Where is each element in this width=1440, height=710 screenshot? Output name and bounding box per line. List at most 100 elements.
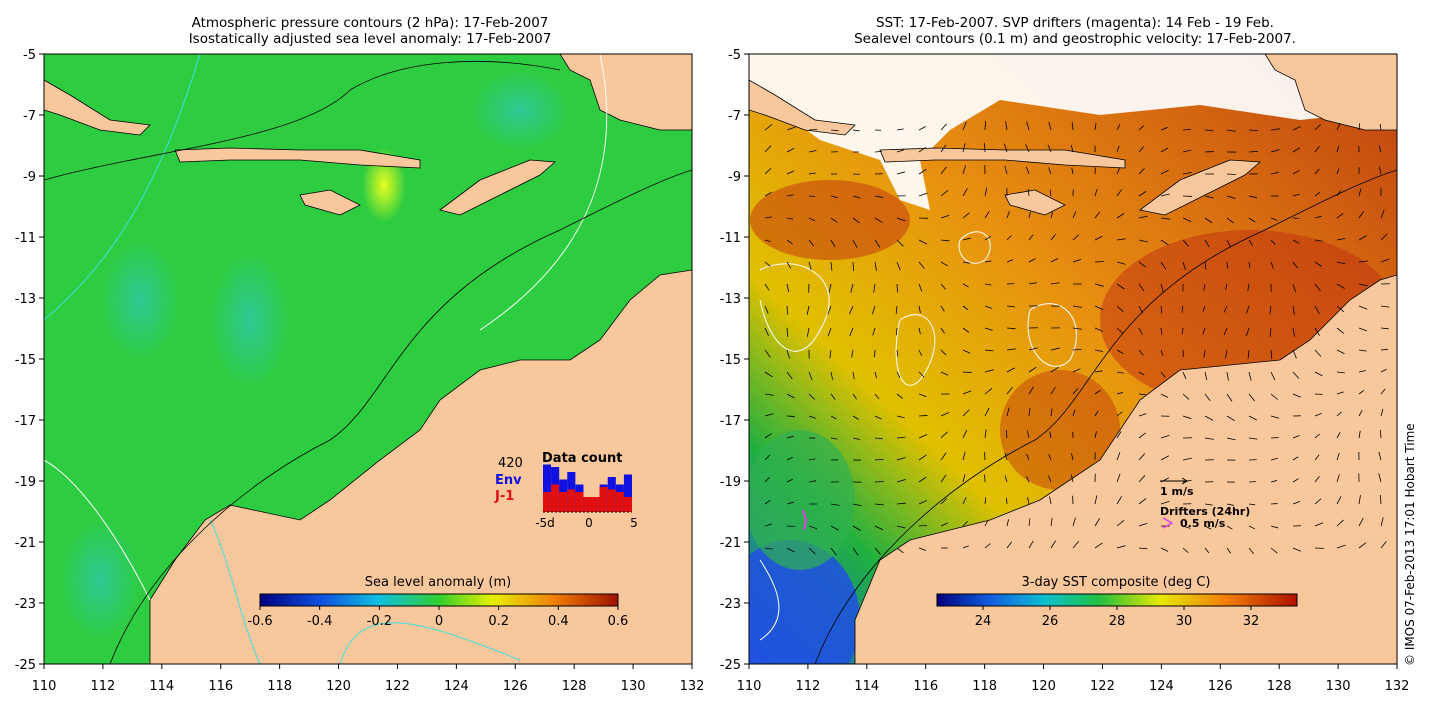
velocity-arrow [830,261,833,271]
velocity-arrow [1225,349,1228,359]
velocity-arrow [896,217,906,222]
velocity-arrow [918,349,923,357]
j1-count-bar [567,489,576,512]
x-tick-label: 116 [208,679,233,694]
velocity-arrow [1006,348,1016,351]
velocity-arrow [1336,305,1345,313]
velocity-arrow [1028,407,1031,417]
velocity-arrow [830,371,834,380]
velocity-arrow [873,283,876,293]
velocity-arrow [1028,211,1031,219]
velocity-arrow [1380,327,1389,330]
sla-colorbar: Sea level anomaly (m) -0.6 -0.4 -0.2 0 0.2 0.… [247,575,628,629]
drifter-scale-arrow [1162,517,1174,529]
velocity-arrows [764,121,1390,556]
velocity-arrow [983,143,986,153]
velocity-arrow [1314,327,1320,336]
colorbar-tick-label: 26 [1042,614,1059,629]
velocity-arrow [918,169,927,175]
velocity-arrow [984,121,986,131]
velocity-arrow [1049,431,1052,439]
velocity-arrow [1094,389,1101,395]
velocity-arrow [1094,261,1104,263]
x-tick-label: 120 [326,679,351,694]
j1-count-bar [543,492,552,512]
velocity-arrow [940,411,950,417]
velocity-arrow [896,261,901,271]
velocity-arrow [764,547,773,550]
velocity-arrow [1223,305,1228,313]
drifters-label: Drifters (24hr) [1160,505,1250,518]
velocity-arrow [1138,475,1146,483]
velocity-arrow [1314,192,1321,197]
velocity-arrow [1182,217,1192,222]
velocity-arrow [764,477,770,483]
velocity-arrow [1116,371,1124,374]
velocity-arrow [1027,430,1030,439]
velocity-arrow [808,371,813,380]
velocity-arrow [940,239,950,242]
velocity-arrow [1050,386,1056,395]
velocity-arrow [1138,522,1148,527]
velocity-arrow [918,393,927,398]
velocity-arrow [1138,305,1143,314]
j1-count-bar [575,492,584,512]
velocity-arrow [918,454,927,461]
velocity-arrow [984,327,993,331]
velocity-arrow [1358,283,1368,287]
velocity-arrow [1358,349,1367,352]
velocity-arrow [1292,169,1300,175]
y-tick-label: -21 [15,536,36,551]
velocity-arrow [1203,283,1206,291]
velocity-arrow [786,283,790,293]
velocity-arrow [1050,517,1053,527]
velocity-arrow [918,476,927,483]
velocity-arrow [1314,433,1320,439]
velocity-arrow [1226,371,1229,381]
velocity-arrow [852,261,855,271]
x-tick-label: 120 [1031,679,1056,694]
velocity-arrow [1380,209,1385,219]
velocity-arrow [874,547,881,555]
velocity-arrow [874,195,884,198]
velocity-arrow [1116,283,1125,290]
velocity-arrow [1182,457,1192,461]
velocity-arrow [1204,437,1214,440]
velocity-arrow [1072,388,1079,395]
velocity-arrow [1336,189,1342,197]
velocity-arrow [1048,167,1052,175]
velocity-arrow [940,498,948,505]
velocity-arrow [1204,217,1213,224]
velocity-arrow [874,261,877,271]
velocity-arrow [1094,370,1103,373]
j1-count-bar [583,497,592,512]
right-map [749,54,1397,664]
velocity-arrow [1226,239,1231,247]
velocity-arrow [830,239,836,248]
velocity-arrow [1182,415,1192,420]
velocity-arrow [1160,147,1169,153]
velocity-arrow [1248,150,1258,153]
velocity-arrow [1026,476,1030,483]
velocity-arrow [1314,215,1322,219]
velocity-arrow [1006,259,1014,263]
colorbar-tick-label: 28 [1109,614,1126,629]
velocity-arrow [1116,327,1124,334]
y-tick-label: -17 [720,414,741,429]
velocity-arrow [1204,195,1214,199]
velocity-arrow [1138,393,1146,396]
velocity-arrow [1050,347,1060,351]
velocity-arrow [1138,125,1145,131]
velocity-arrow [1292,239,1300,244]
velocity-arrow [940,166,947,175]
x-tick-label: 126 [503,679,528,694]
velocity-arrow [896,349,899,357]
velocity-arrow [984,260,992,263]
velocity-arrow [808,525,818,530]
velocity-arrow [764,191,772,197]
x-tick-label: 114 [854,679,879,694]
sst-colorbar-bar [936,593,1298,607]
velocity-arrow [786,147,795,153]
velocity-arrow [984,388,993,395]
velocity-arrow [962,212,970,219]
